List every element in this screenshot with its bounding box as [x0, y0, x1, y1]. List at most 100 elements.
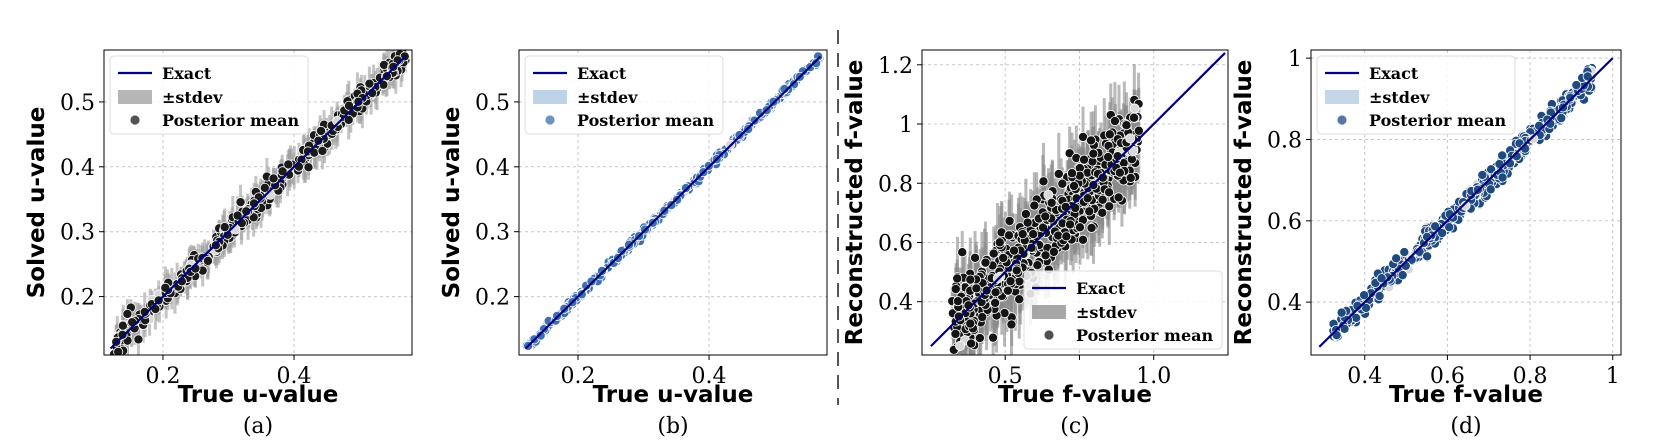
legend-label: Posterior mean — [577, 111, 715, 130]
data-point — [1003, 230, 1014, 241]
data-point — [113, 346, 124, 355]
legend-label: Posterior mean — [1369, 111, 1507, 130]
data-point — [303, 162, 314, 173]
data-point — [1125, 172, 1136, 183]
data-point — [1376, 273, 1387, 284]
x-axis-label: True u-value — [593, 382, 754, 408]
data-layer — [109, 50, 411, 355]
y-tick-label: 1 — [1288, 47, 1302, 72]
legend-stdev-swatch — [1325, 90, 1359, 104]
data-point — [1065, 219, 1076, 230]
legend: Exact ±stdev Posterior mean — [109, 55, 309, 135]
data-point — [343, 114, 354, 125]
panel-caption: (c) — [1060, 414, 1090, 439]
data-point — [1040, 211, 1051, 222]
x-tick-label: 0.2 — [560, 364, 595, 389]
data-point — [122, 308, 133, 319]
legend-label: Posterior mean — [162, 111, 300, 130]
y-tick-label: 0.5 — [475, 91, 510, 116]
data-point — [953, 311, 964, 322]
panel-caption: (d) — [1450, 414, 1481, 439]
data-point — [959, 364, 968, 373]
legend: Exact ±stdev Posterior mean — [1023, 270, 1223, 350]
legend-box — [109, 55, 309, 135]
data-point — [1032, 260, 1043, 271]
plot-frame — [518, 49, 828, 356]
data-point — [1005, 276, 1016, 287]
y-tick-label: 0.2 — [60, 286, 95, 311]
legend: Exact ±stdev Posterior mean — [524, 55, 724, 135]
legend-mean-swatch — [1337, 115, 1347, 125]
data-point — [283, 159, 294, 170]
data-point — [1046, 197, 1057, 208]
data-point — [1571, 80, 1582, 91]
data-point — [1048, 246, 1059, 257]
data-point — [160, 282, 171, 293]
data-point — [1069, 180, 1080, 191]
x-tick-label: 0.2 — [145, 364, 180, 389]
legend-label: Exact — [577, 64, 627, 83]
data-point — [219, 222, 230, 233]
legend-box — [524, 55, 724, 135]
data-point — [232, 210, 243, 221]
panel-3: 0.5 1.0 0.4 0.6 0.8 1 1.2 True f-value Reconstru… — [842, 49, 1229, 439]
data-point — [1399, 247, 1410, 258]
data-point — [1067, 168, 1078, 179]
data-point — [1128, 145, 1139, 156]
y-tick-label: 0.4 — [475, 156, 510, 181]
data-point — [1422, 251, 1433, 262]
data-point — [1104, 201, 1115, 212]
legend-mean-swatch — [1044, 330, 1054, 340]
data-point — [586, 276, 597, 287]
data-point — [965, 274, 976, 285]
data-point — [1129, 103, 1140, 114]
data-point — [1125, 133, 1136, 144]
data-point — [977, 312, 988, 323]
y-axis-label: Reconstructed f-value — [842, 60, 868, 346]
data-point — [1565, 92, 1576, 103]
y-tick-label: 1.2 — [878, 54, 913, 79]
stdev-bar — [991, 301, 995, 355]
y-tick-label: 0.4 — [878, 291, 913, 316]
data-point — [117, 320, 128, 331]
data-point — [1061, 231, 1072, 242]
data-point — [344, 100, 355, 111]
data-point — [202, 255, 213, 266]
data-layer — [930, 52, 1226, 373]
data-point — [950, 283, 961, 294]
data-point — [1006, 319, 1017, 330]
legend-label: ±stdev — [1076, 303, 1137, 322]
data-point — [957, 247, 968, 258]
data-point — [1129, 112, 1140, 123]
data-point — [1336, 307, 1347, 318]
data-point — [1556, 113, 1567, 124]
data-point — [139, 307, 150, 318]
data-point — [313, 135, 324, 146]
legend-box — [1316, 55, 1516, 135]
legend-mean-swatch — [545, 115, 555, 125]
plot-frame — [921, 49, 1229, 356]
panel-caption: (b) — [657, 414, 688, 439]
data-point — [1020, 209, 1031, 220]
data-point — [1082, 193, 1093, 204]
data-point — [596, 265, 607, 276]
data-point — [1002, 285, 1013, 296]
plot-frame — [103, 49, 413, 356]
data-layer — [1318, 57, 1614, 348]
data-point — [1103, 152, 1114, 163]
exact-line — [524, 55, 822, 350]
data-point — [268, 173, 279, 184]
exact-line — [930, 52, 1226, 347]
y-tick-label: 0.2 — [475, 286, 510, 311]
legend-label: Exact — [162, 64, 212, 83]
data-point — [1064, 148, 1075, 159]
data-point — [970, 252, 981, 263]
data-point — [1026, 242, 1037, 253]
data-point — [259, 182, 270, 193]
data-point — [988, 332, 999, 343]
data-point — [966, 338, 977, 349]
data-point — [1477, 169, 1488, 180]
y-axis-label: Solved u-value — [24, 107, 50, 299]
y-tick-label: 0.8 — [878, 172, 913, 197]
x-tick-label: 0.4 — [277, 364, 312, 389]
